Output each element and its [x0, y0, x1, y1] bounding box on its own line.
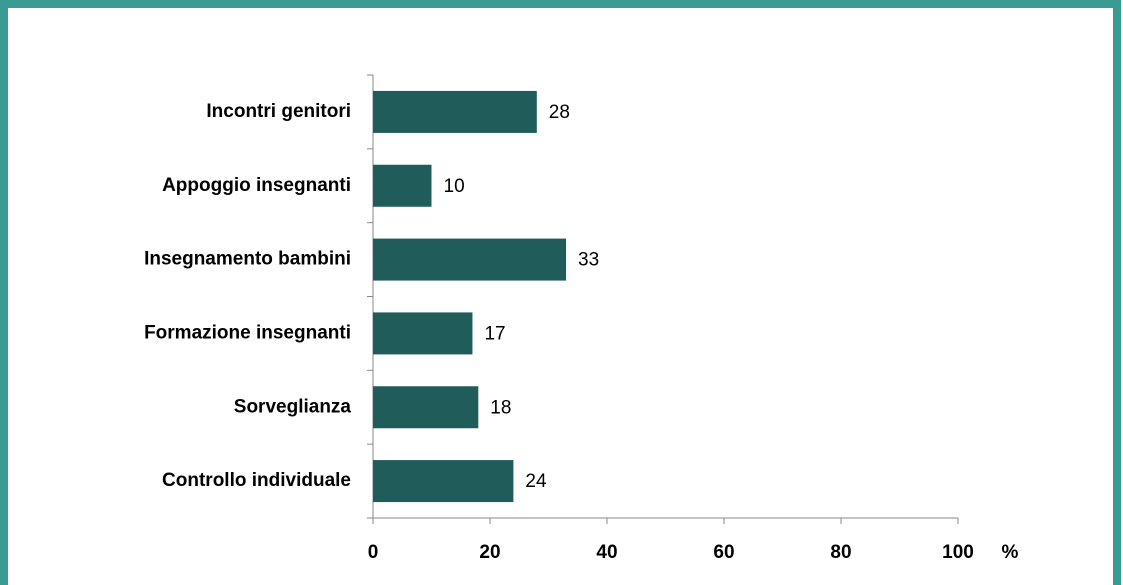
bar — [373, 312, 473, 355]
bar — [373, 238, 567, 281]
x-tick-label: 20 — [479, 542, 500, 563]
data-label: 24 — [525, 471, 547, 492]
y-tick-label: Incontri genitori — [206, 101, 351, 122]
x-tick-label: 80 — [830, 542, 851, 563]
y-tick-label: Formazione insegnanti — [144, 322, 351, 343]
data-label: 10 — [444, 176, 465, 197]
data-label: 28 — [549, 102, 570, 123]
bar — [373, 386, 479, 429]
bar — [373, 164, 432, 207]
data-label: 33 — [578, 250, 599, 271]
x-tick-label: 40 — [596, 542, 617, 563]
data-label: 17 — [484, 323, 505, 344]
data-label: 18 — [490, 397, 511, 418]
y-tick-label: Appoggio insegnanti — [162, 175, 351, 196]
bar — [373, 90, 537, 133]
x-tick-label: 0 — [368, 542, 379, 563]
y-tick-label: Sorveglianza — [234, 396, 352, 417]
y-tick-label: Controllo individuale — [162, 470, 351, 491]
x-tick-label: 60 — [713, 542, 734, 563]
bar — [373, 460, 514, 503]
x-axis-label: % — [1002, 542, 1019, 563]
x-tick-label: 100 — [942, 542, 974, 563]
y-tick-label: Insegnamento bambini — [144, 249, 351, 270]
